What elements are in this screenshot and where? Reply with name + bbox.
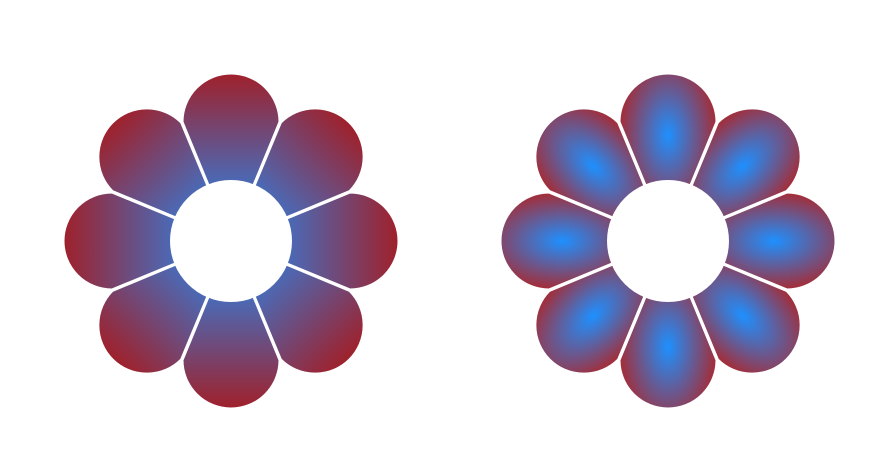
radial-gradient-flower [500, 73, 836, 409]
flower-center [170, 180, 292, 302]
flower-center [607, 180, 729, 302]
linear-gradient-flower [63, 73, 399, 409]
